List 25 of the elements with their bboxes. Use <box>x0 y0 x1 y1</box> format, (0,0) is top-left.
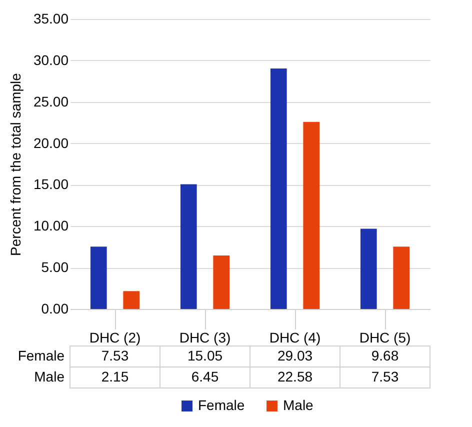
data-label: 22.58 <box>277 368 313 384</box>
y-tick-label: 30.00 <box>33 52 69 68</box>
y-tick-label: 15.00 <box>33 176 69 192</box>
data-label: 6.45 <box>191 368 219 384</box>
y-tick-label: 5.00 <box>41 259 69 276</box>
y-tick-label: 25.00 <box>33 93 69 110</box>
legend-label: Male <box>283 397 314 413</box>
data-label: 15.05 <box>187 348 223 364</box>
y-tick-label: 0.00 <box>41 300 69 316</box>
legend-label: Female <box>198 397 245 413</box>
y-axis-title: Percent from the total sample <box>7 72 24 256</box>
x-tick-label: DHC (5) <box>359 330 411 346</box>
text: Male <box>34 368 64 384</box>
data-label: 2.15 <box>101 368 129 384</box>
x-tick-label: DHC (2) <box>89 330 141 346</box>
data-label: 9.68 <box>371 348 399 364</box>
y-tick-label: 35.00 <box>33 10 69 26</box>
data-label: 29.03 <box>277 348 313 364</box>
data-label: 7.53 <box>371 368 399 384</box>
y-tick-label: 20.00 <box>33 134 69 151</box>
text: Female <box>18 348 64 364</box>
x-tick-label: DHC (3) <box>179 330 231 346</box>
y-tick-label: 10.00 <box>33 218 69 234</box>
x-tick-label: DHC (4) <box>269 330 321 346</box>
data-label: 7.53 <box>101 348 129 364</box>
